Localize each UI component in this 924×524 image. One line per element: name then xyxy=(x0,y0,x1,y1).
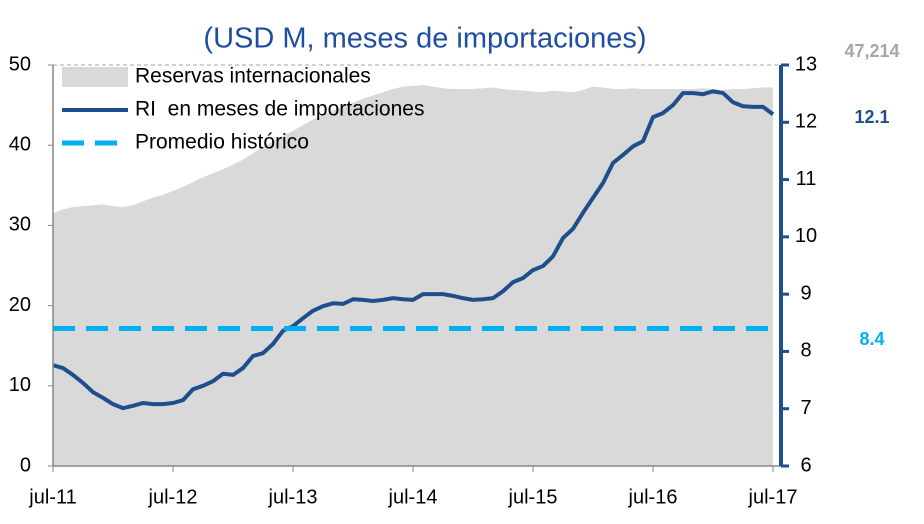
legend-label: RI en meses de importaciones xyxy=(135,98,424,121)
y2-tick-label: 7 xyxy=(800,397,811,419)
y2-tick-label: 6 xyxy=(800,454,811,476)
end-label: 8.4 xyxy=(859,329,884,349)
x-tick-label: jul-12 xyxy=(148,486,198,508)
y2-tick-label: 11 xyxy=(796,168,817,190)
y2-tick-label: 13 xyxy=(795,53,817,75)
y2-tick-label: 9 xyxy=(800,282,811,304)
legend-swatch xyxy=(62,67,128,87)
y-tick-label: 40 xyxy=(9,133,31,155)
y2-tick-label: 8 xyxy=(800,340,811,362)
y-tick-label: 0 xyxy=(20,454,31,476)
x-tick-label: jul-15 xyxy=(508,486,558,508)
y2-tick-label: 12 xyxy=(795,111,817,133)
y-tick-label: 20 xyxy=(9,294,31,316)
y-tick-label: 50 xyxy=(9,53,31,75)
legend-label: Reservas internacionales xyxy=(135,65,371,88)
line xyxy=(52,89,775,411)
chart-title: (USD M, meses de importaciones) xyxy=(203,23,646,55)
end-label: 12.1 xyxy=(854,107,889,127)
x-tick-label: jul-11 xyxy=(28,486,76,508)
end-label: 47,214 xyxy=(844,41,899,61)
x-tick-label: jul-13 xyxy=(268,486,318,508)
y2-tick-label: 10 xyxy=(795,225,817,247)
x-tick-label: jul-14 xyxy=(388,486,438,508)
y-tick-label: 10 xyxy=(9,374,31,396)
area xyxy=(53,85,773,467)
x-tick-label: jul-16 xyxy=(628,486,678,508)
legend-label: Promedio histórico xyxy=(135,131,309,154)
y-tick-label: 30 xyxy=(9,214,31,236)
x-tick-label: jul-17 xyxy=(748,486,798,508)
